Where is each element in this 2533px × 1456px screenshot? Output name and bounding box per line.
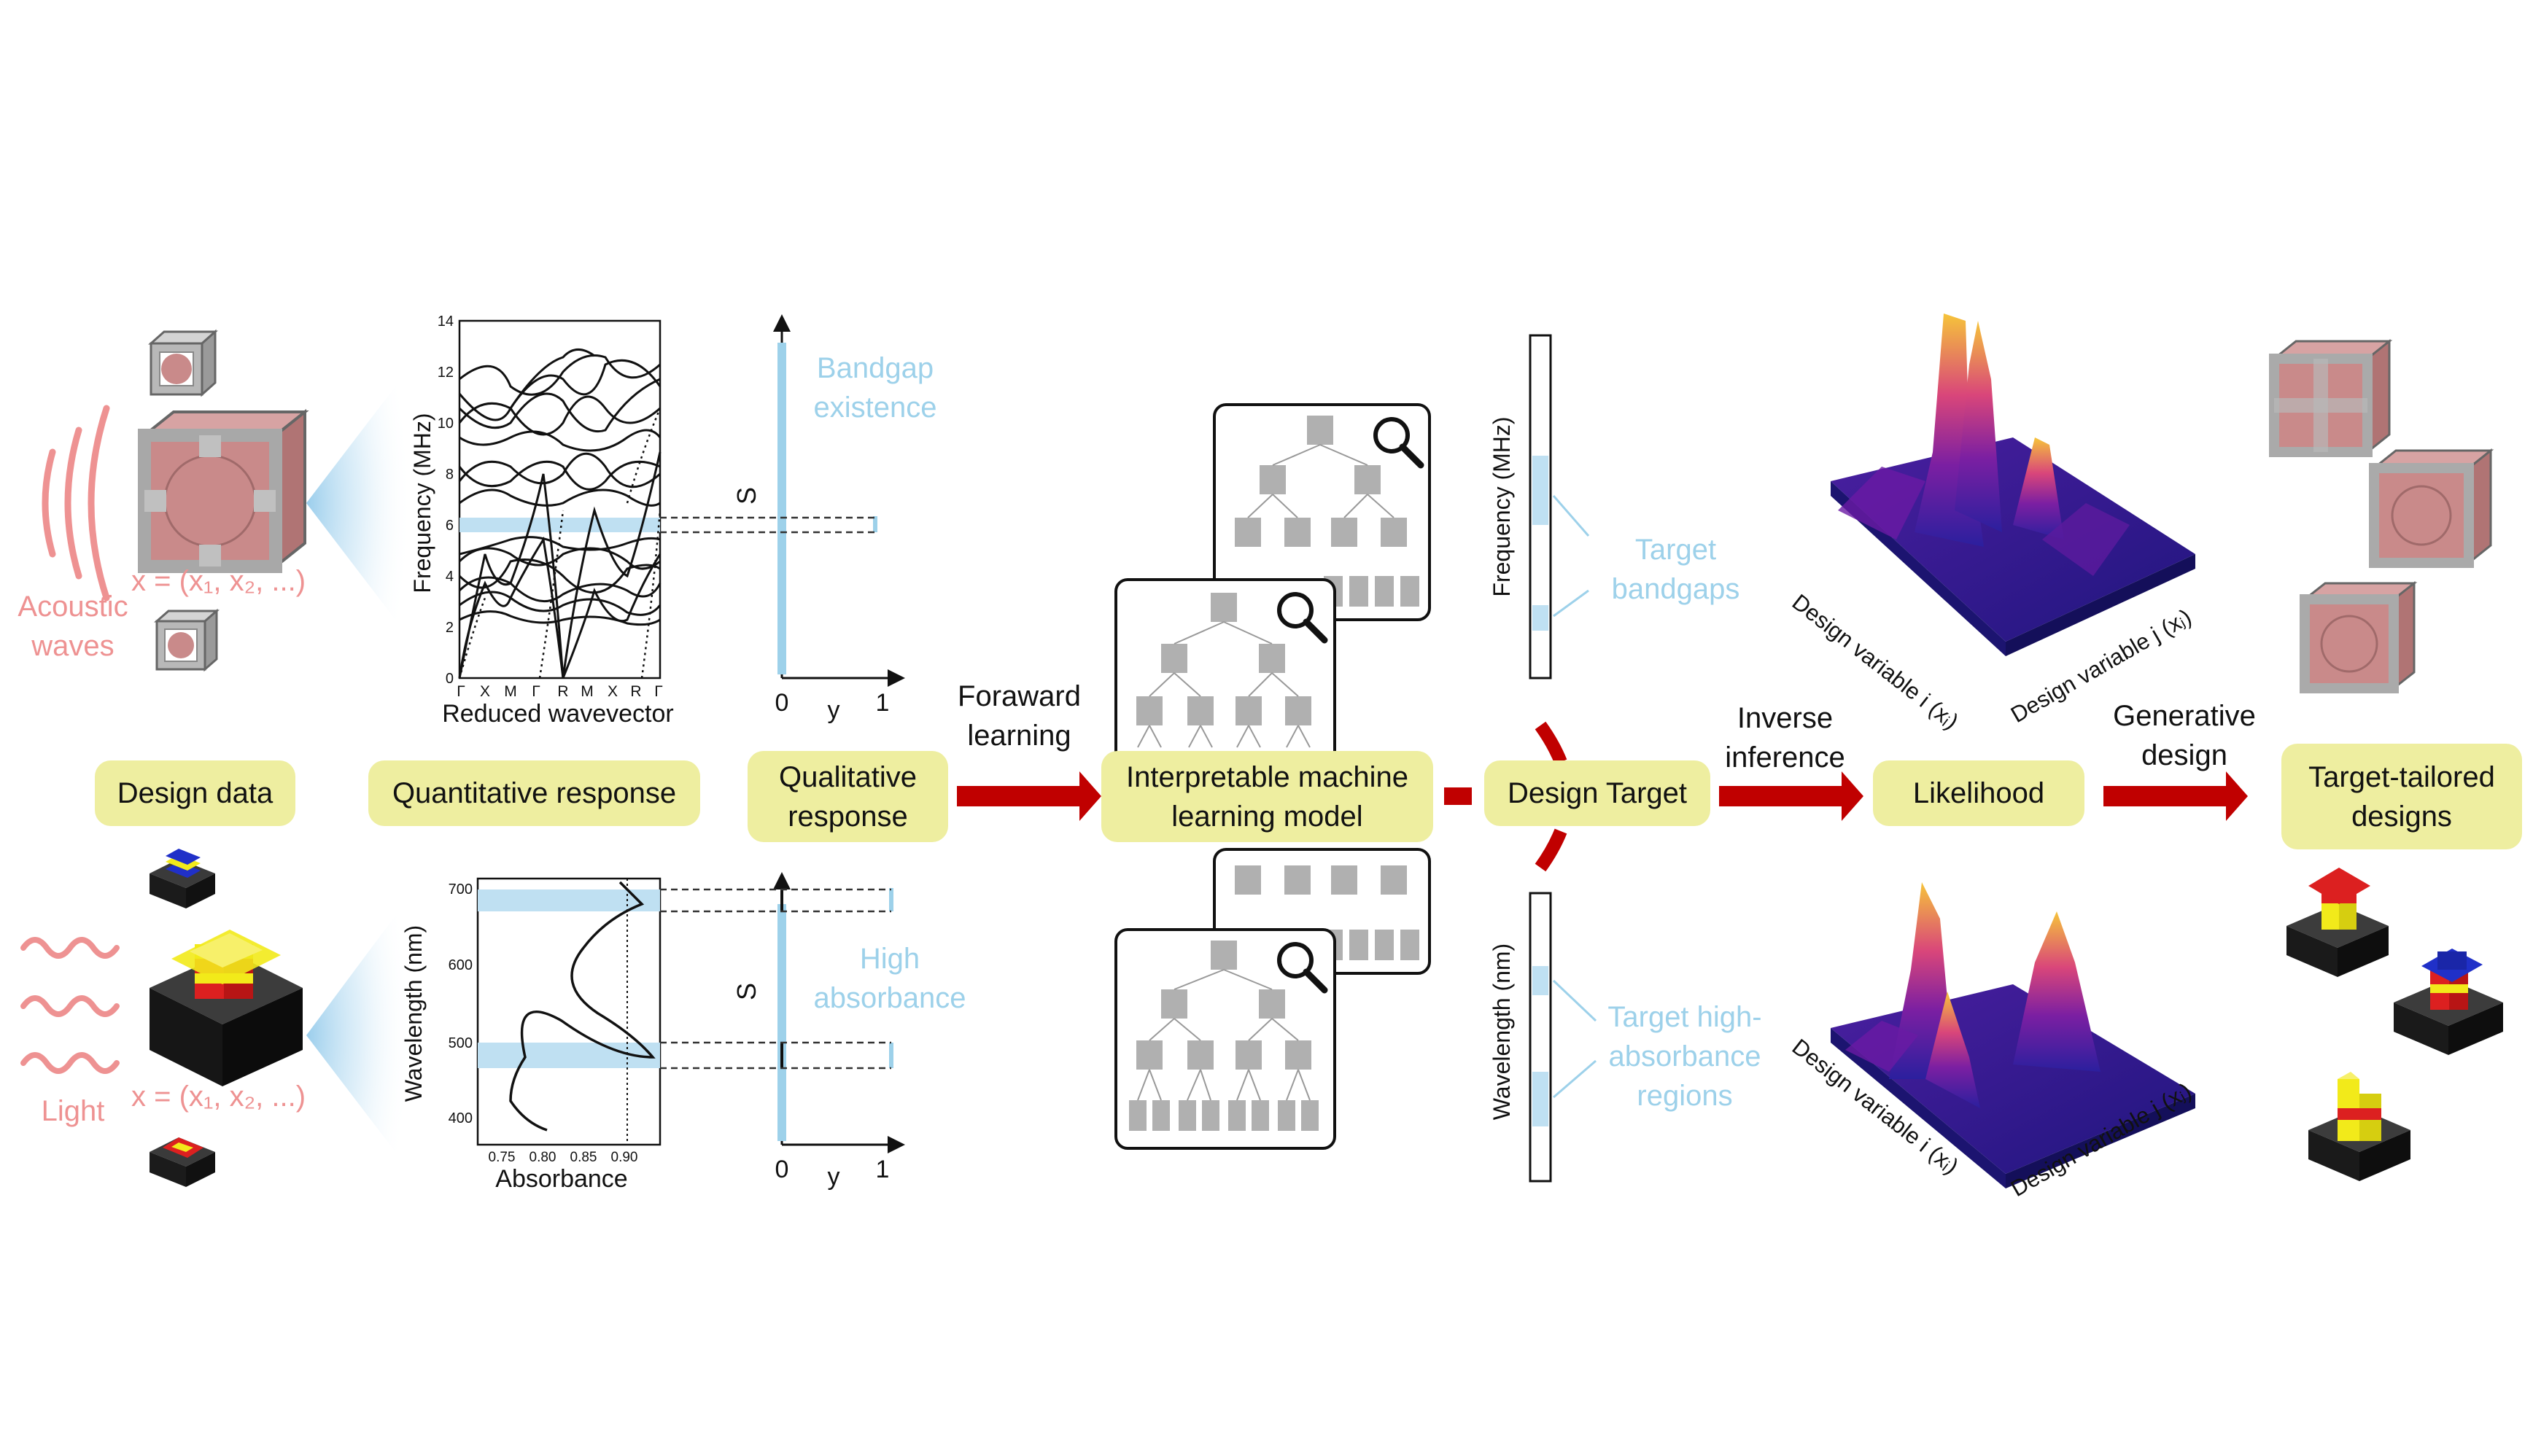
svg-text:700: 700 (449, 881, 473, 898)
svg-text:0: 0 (446, 671, 454, 687)
qualitative-axis-bottom: S 0 y 1 (660, 872, 905, 1191)
generative-design-arrow (2103, 771, 2248, 821)
forward-learning-arrow (957, 771, 1101, 821)
caption-forward-learning: Foraward learning (958, 680, 1081, 752)
decision-tree-card-middle (1114, 578, 1336, 800)
stage-likelihood: Likelihood (1873, 760, 2084, 826)
svg-text:Wavelength (nm): Wavelength (nm) (1489, 943, 1515, 1120)
design-vector-light: x = (x₁, x₂, ...) (131, 1081, 306, 1113)
acoustic-unit-cell-large (138, 408, 309, 573)
svg-text:0.90: 0.90 (611, 1150, 638, 1165)
svg-text:2: 2 (446, 620, 454, 636)
inverse-inference-arrow (1719, 771, 1863, 821)
svg-text:4: 4 (446, 569, 454, 585)
svg-text:Γ: Γ (457, 683, 465, 700)
absorb-plot-xlabel: Absorbance (495, 1165, 627, 1193)
svg-text:Frequency (MHz): Frequency (MHz) (1489, 416, 1515, 596)
stage-target-tailored-designs: Target-tailored designs (2281, 744, 2522, 849)
output-absorber-2 (2394, 949, 2503, 1055)
svg-text:1: 1 (876, 1156, 890, 1183)
acoustic-unit-cell-small-top (148, 329, 218, 397)
annotation-target-high-absorbance: Target high- absorbance regions (1607, 1001, 1762, 1112)
output-absorber-1 (2286, 868, 2389, 977)
svg-text:10: 10 (438, 416, 454, 432)
svg-text:6: 6 (446, 518, 454, 534)
absorber-large (150, 930, 303, 1086)
stage-quantitative-response: Quantitative response (368, 760, 700, 826)
svg-text:0: 0 (775, 1156, 789, 1183)
svg-text:Γ: Γ (532, 683, 540, 700)
svg-text:1: 1 (876, 689, 890, 717)
bandgap-highlight (459, 518, 660, 532)
label-acoustic-waves: Acoustic waves (18, 591, 128, 662)
annotation-target-bandgaps: Target bandgaps (1611, 534, 1740, 605)
likelihood-surface-top: Design variable i (xᵢ) Design variable j… (1788, 314, 2195, 734)
zoom-glow-top (306, 365, 412, 642)
model-to-target-connector (1444, 787, 1472, 805)
svg-text:0.85: 0.85 (570, 1150, 597, 1165)
likelihood-surface-bottom: Design variable i (xᵢ) Design variable j… (1788, 882, 2195, 1202)
svg-text:M: M (504, 683, 517, 700)
svg-text:R: R (557, 683, 568, 700)
qualitative-axis-top: S 0 y 1 (660, 314, 905, 724)
output-absorber-3 (2308, 1072, 2410, 1181)
svg-text:12: 12 (438, 365, 454, 381)
output-cube-2 (2369, 448, 2494, 568)
decision-tree-card-front (1114, 928, 1336, 1150)
target-bar-top: Frequency (MHz) (1489, 334, 1590, 680)
acoustic-unit-cell-small-bottom (154, 608, 220, 672)
stage-design-target: Design Target (1484, 760, 1710, 826)
svg-text:600: 600 (449, 957, 473, 973)
band-structure-plot: 0 2 4 6 8 10 12 14 Γ X M Γ R M X R Γ Red… (409, 314, 674, 728)
svg-text:X: X (608, 683, 618, 700)
svg-text:Γ: Γ (654, 683, 663, 700)
svg-text:S: S (732, 487, 761, 505)
annotation-high-absorbance: High absorbance (813, 943, 966, 1014)
annotation-bandgap-existence: Bandgap existence (813, 352, 937, 424)
absorb-plot-ylabel: Wavelength (nm) (400, 925, 427, 1102)
svg-text:R: R (630, 683, 641, 700)
label-light: Light (41, 1095, 105, 1127)
output-cube-3 (2300, 580, 2418, 693)
acoustic-waves-icon (42, 405, 110, 602)
svg-text:y: y (828, 1163, 840, 1191)
svg-text:14: 14 (438, 314, 454, 330)
target-bracket (1535, 721, 1567, 872)
svg-text:0: 0 (775, 689, 789, 717)
svg-text:S: S (732, 983, 761, 1000)
band-plot-xlabel: Reduced wavevector (442, 700, 674, 728)
svg-text:400: 400 (449, 1110, 473, 1126)
svg-text:0.80: 0.80 (530, 1150, 556, 1165)
stage-design-data: Design data (95, 760, 295, 826)
svg-text:M: M (581, 683, 594, 700)
light-waves-icon (20, 937, 120, 1074)
absorbance-plot: 700 600 500 400 0.75 0.80 0.85 0.90 Abso… (400, 877, 662, 1193)
target-bar-bottom: Wavelength (nm) (1489, 892, 1597, 1183)
svg-text:500: 500 (449, 1035, 473, 1051)
absorber-small-top (150, 849, 215, 908)
svg-text:X: X (480, 683, 490, 700)
band-plot-ylabel: Frequency (MHz) (409, 413, 435, 593)
stage-qualitative-response: Qualitative response (748, 751, 948, 842)
caption-inverse-inference: Inverse inference (1725, 702, 1845, 774)
decision-tree-card-back (1213, 403, 1431, 621)
output-cube-1 (2269, 338, 2393, 457)
svg-text:y: y (828, 696, 840, 724)
absorber-small-bottom (150, 1137, 215, 1187)
design-vector-acoustic: x = (x₁, x₂, ...) (131, 565, 306, 597)
stage-ml-model: Interpretable machine learning model (1101, 751, 1433, 842)
svg-text:0.75: 0.75 (489, 1150, 516, 1165)
svg-text:8: 8 (446, 467, 454, 483)
zoom-glow-bottom (306, 893, 412, 1174)
caption-generative-design: Generative design (2113, 700, 2256, 771)
